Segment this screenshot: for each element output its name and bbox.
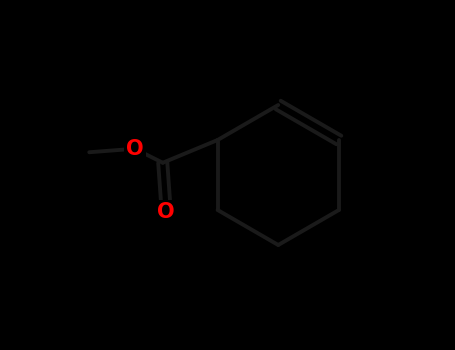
Text: O: O	[126, 139, 144, 159]
Text: O: O	[157, 202, 175, 222]
